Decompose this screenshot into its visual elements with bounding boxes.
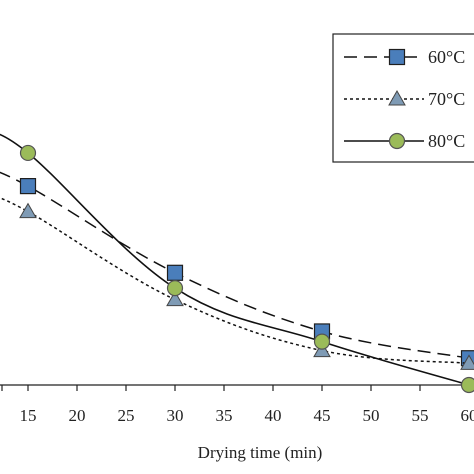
- data-point: [166, 264, 184, 281]
- legend-marker: [388, 132, 406, 150]
- legend-label: 80°C: [428, 131, 465, 151]
- series-line: [0, 171, 470, 359]
- data-point: [166, 280, 184, 297]
- x-tick-label: 40: [265, 406, 282, 425]
- legend-label: 70°C: [428, 89, 465, 109]
- x-tick-label: 45: [314, 406, 331, 425]
- x-tick-label: 50: [363, 406, 380, 425]
- legend-marker: [388, 89, 406, 106]
- x-tick-label: 25: [118, 406, 135, 425]
- data-point: [19, 144, 37, 162]
- x-ticks: 15 20 25 30 35 40 45 50 55 60: [1, 385, 474, 425]
- x-tick-label: 20: [69, 406, 86, 425]
- data-point: [460, 354, 474, 370]
- series-circle: [0, 133, 474, 394]
- x-tick-label: 55: [412, 406, 429, 425]
- axes: 15 20 25 30 35 40 45 50 55 60 Drying time (min): [0, 384, 474, 462]
- x-axis-title: Drying time (min): [198, 443, 323, 462]
- x-tick-label: 35: [216, 406, 233, 425]
- series-line: [0, 197, 470, 365]
- data-point: [166, 290, 184, 307]
- data-point: [313, 333, 331, 350]
- x-tick-label: 30: [167, 406, 184, 425]
- data-point: [19, 202, 37, 219]
- series-square: [0, 171, 474, 367]
- plot-area: [0, 133, 474, 394]
- data-point: [19, 178, 37, 195]
- legend: 60°C 70°C 80°C: [332, 33, 474, 163]
- series-line: [0, 133, 470, 386]
- data-point: [460, 376, 474, 394]
- legend-marker: [388, 48, 406, 66]
- x-tick-label: 15: [20, 406, 37, 425]
- legend-label: 60°C: [428, 47, 465, 67]
- series-triangle: [0, 197, 474, 370]
- x-tick-label: 60: [461, 406, 474, 425]
